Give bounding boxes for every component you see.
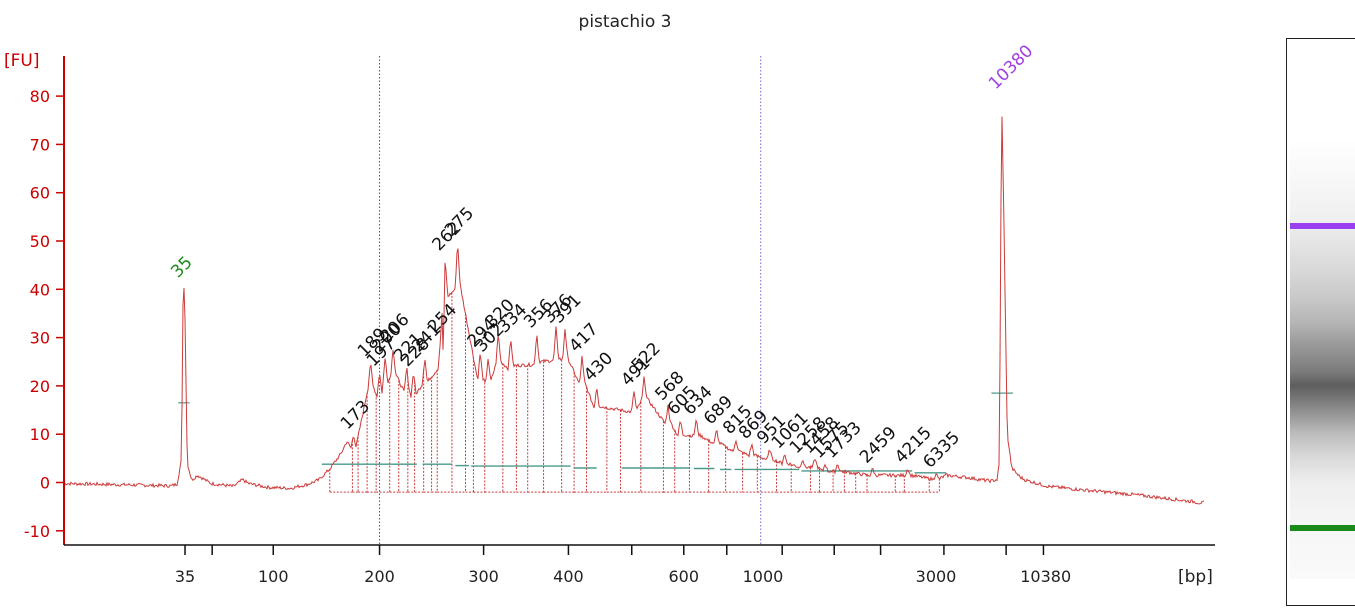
y-tick-label: 20 — [30, 377, 50, 396]
x-tick-label: 35 — [175, 567, 195, 586]
electropherogram: pistachio 3 [FU] [bp] -10 0 10 20 30 40 50 60 70… — [4, 12, 1215, 587]
y-tick-label: 30 — [30, 329, 50, 348]
y-tick-label: 10 — [30, 425, 50, 444]
signal-trace — [63, 116, 1205, 505]
marker-label: 35 — [167, 253, 196, 282]
upper-marker-band — [1290, 223, 1355, 229]
x-tick-label: 200 — [364, 567, 395, 586]
chart-title: pistachio 3 — [579, 12, 672, 32]
y-tick-label: 40 — [30, 280, 50, 299]
peak-label: 417 — [565, 319, 602, 356]
y-ticks: -10 0 10 20 30 40 50 60 70 80 — [24, 87, 64, 541]
x-tick-label: 3000 — [916, 567, 957, 586]
y-tick-label: 0 — [40, 474, 50, 493]
marker-label: 10380 — [985, 41, 1037, 93]
gel-lane — [1290, 139, 1355, 579]
x-tick-label: 300 — [468, 567, 499, 586]
x-tick-label: 400 — [553, 567, 584, 586]
y-tick-label: 70 — [30, 135, 50, 154]
y-tick-label: -10 — [24, 522, 50, 541]
y-tick-label: 80 — [30, 87, 50, 106]
lower-marker-band — [1290, 525, 1355, 531]
x-axis-label: [bp] — [1178, 567, 1213, 587]
x-tick-label: 1000 — [743, 567, 784, 586]
x-ticks: 35 100 200 300 400 600 1000 3000 10380 — [175, 545, 1071, 586]
y-axis-label: [FU] — [4, 51, 40, 71]
peak-label: 173 — [337, 397, 374, 434]
baseline-segments — [178, 392, 1013, 474]
peak-integration-lines — [329, 292, 940, 493]
x-tick-label: 10380 — [1020, 567, 1071, 586]
y-tick-label: 60 — [30, 184, 50, 203]
peak-label: 430 — [580, 348, 617, 385]
y-tick-label: 50 — [30, 232, 50, 251]
x-tick-label: 600 — [669, 567, 700, 586]
axes: [FU] [bp] — [4, 51, 1215, 587]
gel-image-panel — [1286, 38, 1355, 606]
x-tick-label: 100 — [258, 567, 289, 586]
